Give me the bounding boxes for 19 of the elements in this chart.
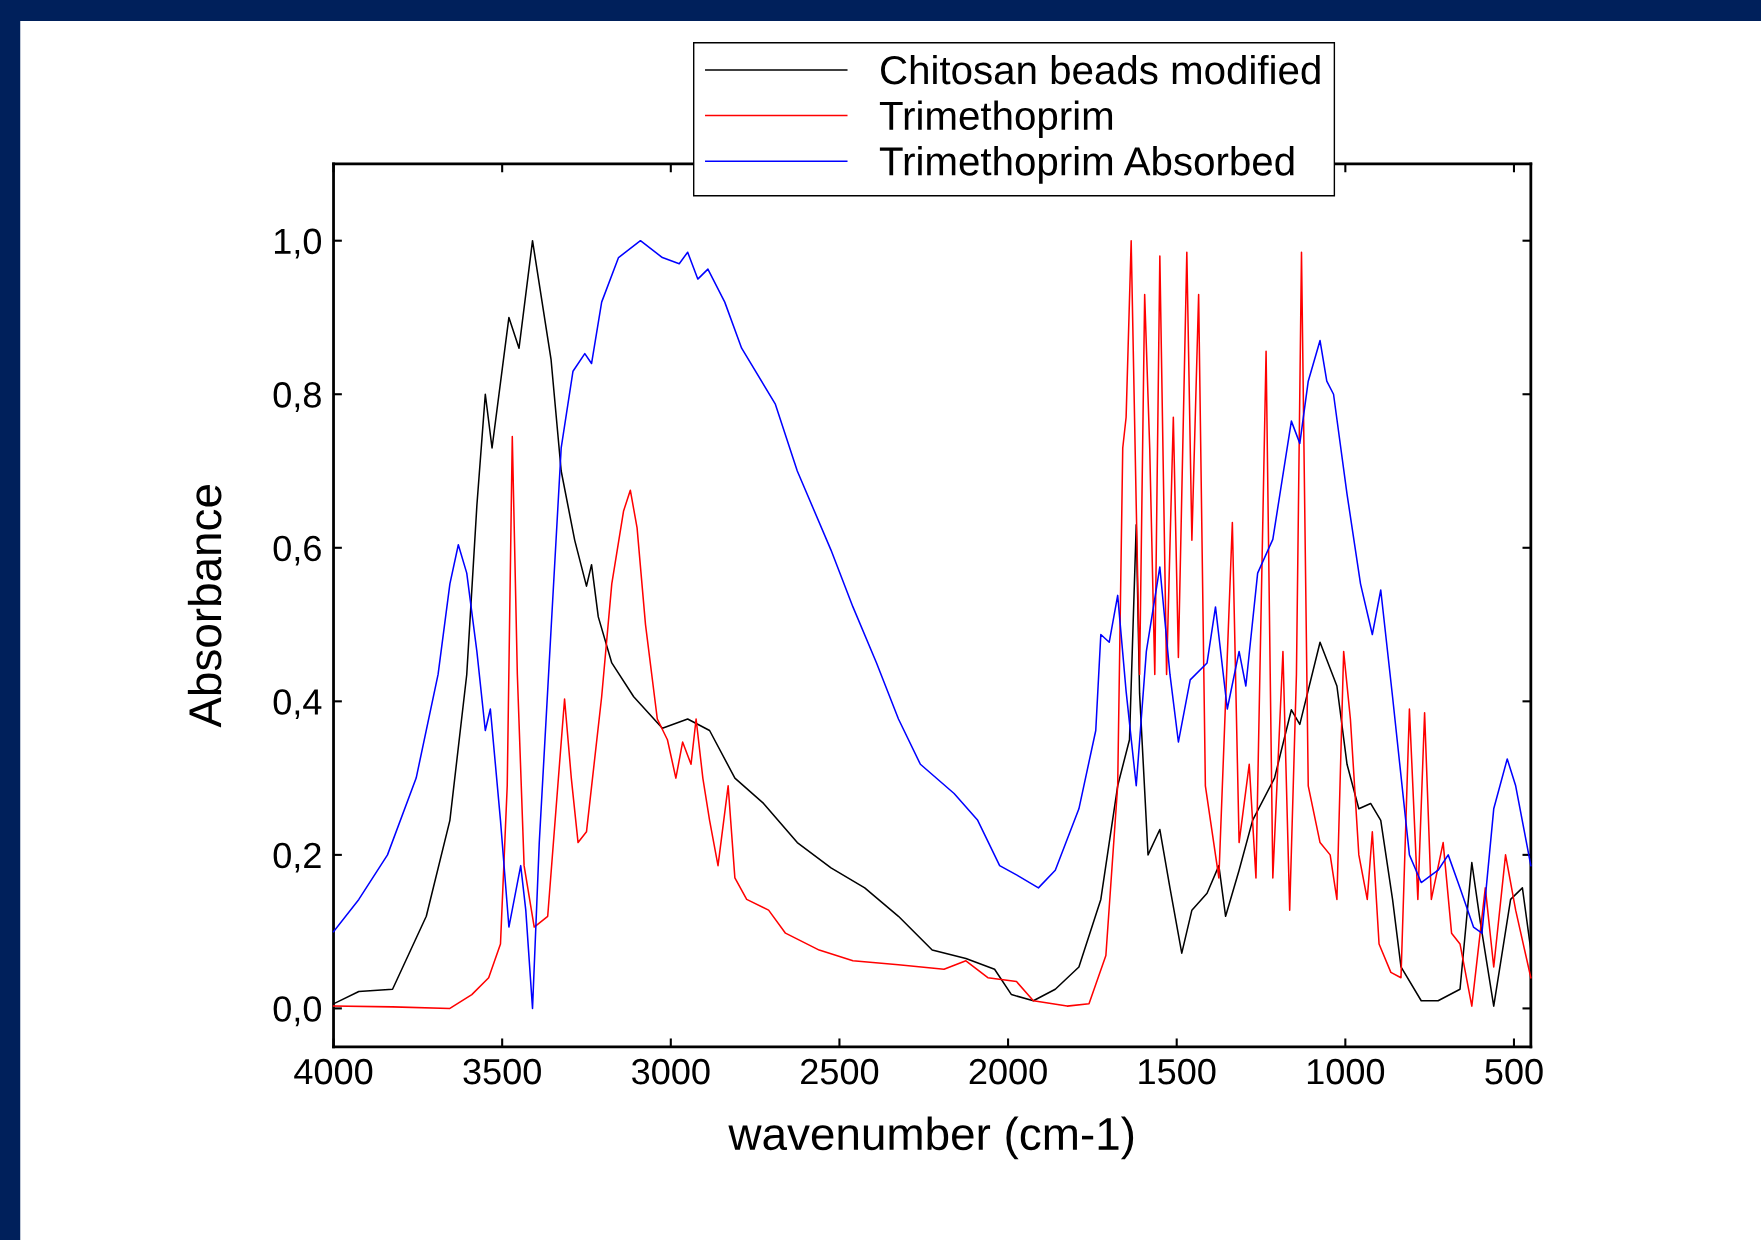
legend-label: Trimethoprim Absorbed: [879, 146, 1294, 184]
x-tick-label: 3000: [632, 1058, 710, 1085]
x-tick-label: 2500: [801, 1058, 879, 1085]
x-axis-title: wavenumber (cm-1): [728, 1116, 1134, 1160]
x-tick-label: 500: [1485, 1058, 1543, 1085]
legend-label: Chitosan beads modified: [881, 54, 1320, 85]
x-tick-label: 4000: [294, 1058, 373, 1085]
x-tick-label: 1000: [1307, 1058, 1385, 1085]
y-axis-title: Absorbance: [187, 485, 222, 728]
y-tick-label: 0,6: [273, 535, 321, 566]
y-tick-label: 0,0: [273, 996, 322, 1027]
y-tick-label: 1,0: [274, 228, 322, 259]
y-tick-label: 0,2: [273, 842, 321, 873]
y-tick-label: 0,4: [273, 689, 322, 720]
y-tick-label: 0,8: [273, 382, 321, 412]
legend-label: Trimethoprim: [879, 100, 1113, 139]
x-tick-label: 3500: [463, 1058, 541, 1085]
x-tick-label: 1500: [1139, 1058, 1216, 1085]
x-tick-label: 2000: [969, 1058, 1047, 1085]
